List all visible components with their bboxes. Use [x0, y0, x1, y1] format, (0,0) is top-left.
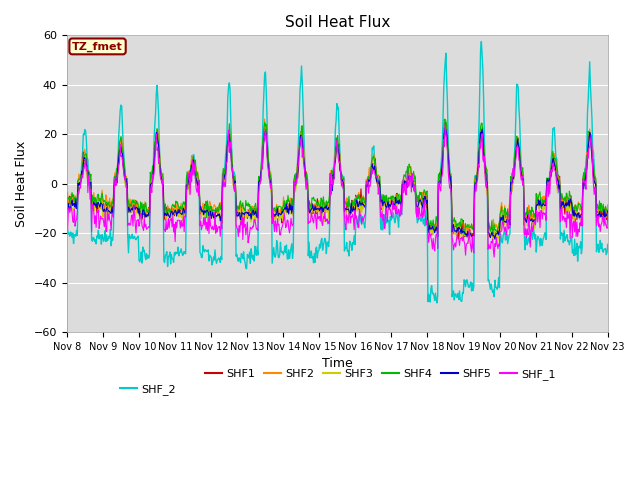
- SHF2: [494, 230, 502, 236]
- SHF1: [419, 197, 426, 203]
- SHF2: [183, 177, 191, 182]
- SHF_2: [212, 257, 220, 263]
- SHF1: [442, 120, 449, 125]
- SHF4: [441, 117, 449, 122]
- SHF3: [465, 240, 472, 246]
- SHF3: [403, 181, 411, 187]
- Line: SHF3: SHF3: [67, 128, 608, 243]
- SHF_1: [403, 180, 411, 186]
- SHF_1: [129, 212, 136, 218]
- Line: SHF1: SHF1: [67, 122, 608, 239]
- SHF5: [442, 125, 449, 131]
- SHF_2: [477, 38, 485, 44]
- SHF3: [183, 182, 191, 188]
- SHF4: [403, 169, 411, 175]
- SHF_2: [419, 216, 426, 222]
- SHF5: [212, 214, 220, 220]
- SHF_1: [63, 192, 70, 198]
- SHF4: [419, 196, 426, 202]
- SHF1: [455, 236, 463, 242]
- SHF3: [73, 202, 81, 208]
- SHF5: [419, 205, 426, 211]
- SHF_2: [403, 174, 411, 180]
- Line: SHF2: SHF2: [67, 119, 608, 233]
- SHF3: [63, 203, 70, 209]
- SHF_2: [183, 172, 191, 178]
- SHF_1: [442, 120, 449, 126]
- Line: SHF_2: SHF_2: [67, 41, 608, 303]
- Line: SHF5: SHF5: [67, 128, 608, 239]
- SHF1: [604, 207, 612, 213]
- SHF5: [63, 205, 70, 211]
- Line: SHF4: SHF4: [67, 120, 608, 234]
- SHF_2: [73, 228, 81, 233]
- SHF5: [129, 207, 136, 213]
- SHF3: [419, 199, 426, 205]
- SHF2: [63, 200, 70, 205]
- SHF_2: [433, 300, 441, 306]
- SHF1: [212, 205, 220, 211]
- SHF_1: [604, 210, 612, 216]
- SHF1: [183, 182, 191, 188]
- SHF4: [63, 195, 70, 201]
- SHF_2: [129, 231, 136, 237]
- SHF5: [403, 185, 411, 191]
- SHF_2: [604, 241, 612, 247]
- Legend: SHF_2: SHF_2: [116, 379, 180, 399]
- SHF1: [73, 200, 81, 205]
- SHF5: [183, 183, 191, 189]
- SHF1: [63, 201, 70, 207]
- SHF2: [420, 203, 428, 208]
- SHF2: [261, 116, 269, 122]
- SHF3: [129, 209, 136, 215]
- SHF3: [604, 215, 612, 221]
- SHF1: [129, 203, 136, 208]
- SHF3: [212, 215, 220, 221]
- Text: TZ_fmet: TZ_fmet: [72, 41, 123, 51]
- X-axis label: Time: Time: [322, 357, 353, 370]
- SHF_2: [63, 229, 70, 235]
- SHF4: [129, 197, 136, 203]
- SHF_1: [490, 254, 498, 260]
- Line: SHF_1: SHF_1: [67, 123, 608, 257]
- SHF1: [403, 176, 411, 181]
- SHF2: [604, 202, 612, 208]
- SHF_1: [73, 217, 81, 223]
- SHF4: [212, 207, 220, 213]
- SHF_1: [183, 183, 191, 189]
- SHF4: [73, 196, 81, 202]
- SHF5: [604, 208, 612, 214]
- SHF_1: [212, 230, 220, 236]
- Title: Soil Heat Flux: Soil Heat Flux: [285, 15, 390, 30]
- SHF2: [73, 198, 81, 204]
- SHF3: [442, 125, 449, 131]
- SHF4: [604, 207, 612, 213]
- SHF5: [73, 205, 81, 211]
- SHF4: [460, 231, 468, 237]
- SHF5: [491, 236, 499, 242]
- SHF2: [129, 205, 136, 211]
- SHF2: [404, 175, 412, 180]
- SHF_1: [419, 215, 426, 221]
- Y-axis label: Soil Heat Flux: Soil Heat Flux: [15, 141, 28, 227]
- SHF2: [212, 204, 220, 210]
- SHF4: [183, 169, 191, 175]
